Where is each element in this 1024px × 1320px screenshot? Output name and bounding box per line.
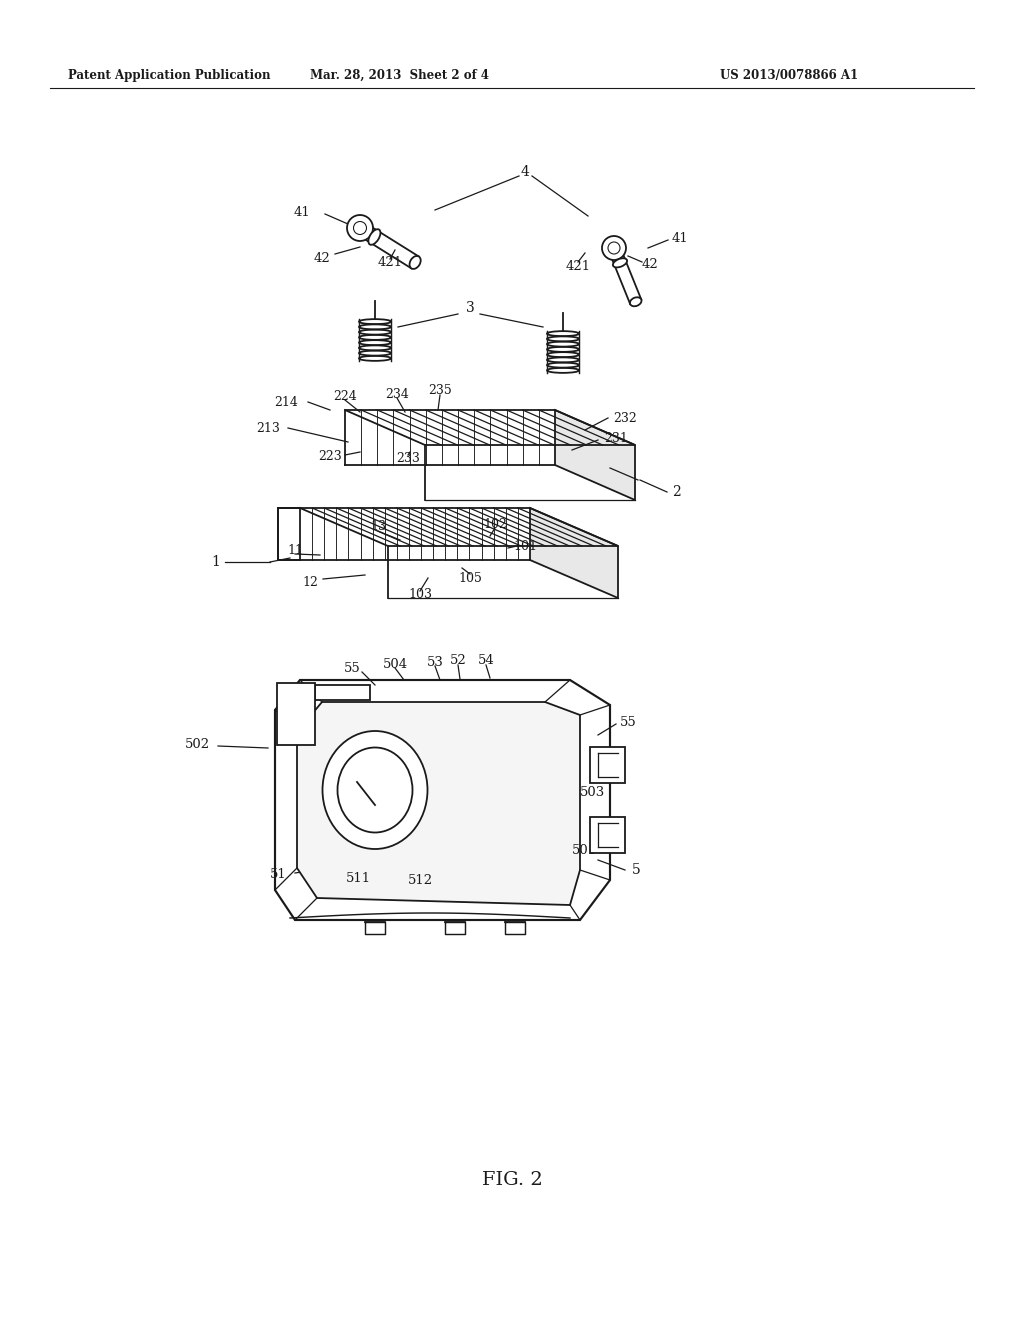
Text: 233: 233 bbox=[396, 453, 420, 466]
Text: 102: 102 bbox=[483, 517, 507, 531]
Text: 4: 4 bbox=[520, 165, 529, 180]
Text: Mar. 28, 2013  Sheet 2 of 4: Mar. 28, 2013 Sheet 2 of 4 bbox=[310, 69, 489, 82]
Polygon shape bbox=[278, 682, 315, 744]
Ellipse shape bbox=[323, 731, 427, 849]
Text: 12: 12 bbox=[302, 576, 317, 589]
Ellipse shape bbox=[613, 259, 627, 268]
Text: 55: 55 bbox=[620, 715, 637, 729]
Text: 5: 5 bbox=[632, 863, 641, 876]
Text: 103: 103 bbox=[408, 589, 432, 602]
Text: 42: 42 bbox=[313, 252, 331, 264]
Ellipse shape bbox=[410, 256, 421, 269]
Text: 232: 232 bbox=[613, 412, 637, 425]
Polygon shape bbox=[300, 508, 530, 560]
Ellipse shape bbox=[369, 230, 381, 244]
Ellipse shape bbox=[630, 297, 641, 306]
Text: 41: 41 bbox=[672, 231, 689, 244]
Polygon shape bbox=[300, 508, 618, 546]
Polygon shape bbox=[315, 685, 370, 700]
Text: 231: 231 bbox=[604, 432, 628, 445]
Polygon shape bbox=[278, 508, 300, 560]
Text: 53: 53 bbox=[427, 656, 443, 668]
Text: 55: 55 bbox=[344, 661, 360, 675]
Text: FIG. 2: FIG. 2 bbox=[481, 1171, 543, 1189]
Polygon shape bbox=[297, 702, 580, 906]
Text: 502: 502 bbox=[185, 738, 210, 751]
Text: US 2013/0078866 A1: US 2013/0078866 A1 bbox=[720, 69, 858, 82]
Text: 2: 2 bbox=[672, 484, 681, 499]
Text: 42: 42 bbox=[642, 259, 658, 272]
Text: 421: 421 bbox=[378, 256, 402, 269]
Text: 421: 421 bbox=[565, 260, 591, 272]
Text: 504: 504 bbox=[382, 657, 408, 671]
Text: 223: 223 bbox=[318, 450, 342, 462]
Polygon shape bbox=[345, 411, 555, 465]
Polygon shape bbox=[345, 411, 635, 445]
Polygon shape bbox=[590, 747, 625, 783]
Text: 105: 105 bbox=[458, 572, 482, 585]
Text: 101: 101 bbox=[513, 540, 537, 553]
Text: 214: 214 bbox=[274, 396, 298, 408]
Text: 54: 54 bbox=[477, 655, 495, 668]
Text: 235: 235 bbox=[428, 384, 452, 397]
Text: 51: 51 bbox=[269, 869, 287, 882]
Text: 41: 41 bbox=[293, 206, 310, 219]
Text: 3: 3 bbox=[466, 301, 474, 315]
Ellipse shape bbox=[602, 236, 626, 260]
Ellipse shape bbox=[347, 215, 373, 242]
Text: 11: 11 bbox=[287, 544, 303, 557]
Text: 1: 1 bbox=[211, 554, 220, 569]
Polygon shape bbox=[555, 411, 635, 500]
Text: Patent Application Publication: Patent Application Publication bbox=[68, 69, 270, 82]
Text: 501: 501 bbox=[572, 843, 597, 857]
Polygon shape bbox=[608, 246, 641, 304]
Text: 213: 213 bbox=[256, 421, 280, 434]
Polygon shape bbox=[530, 508, 618, 598]
Text: 52: 52 bbox=[450, 655, 466, 668]
Text: 234: 234 bbox=[385, 388, 409, 400]
Text: 503: 503 bbox=[580, 787, 605, 800]
Text: 224: 224 bbox=[333, 389, 357, 403]
Text: 512: 512 bbox=[408, 874, 432, 887]
Text: 13: 13 bbox=[370, 520, 386, 533]
Text: 511: 511 bbox=[345, 871, 371, 884]
Polygon shape bbox=[590, 817, 625, 853]
Polygon shape bbox=[356, 222, 419, 268]
Polygon shape bbox=[275, 680, 610, 920]
